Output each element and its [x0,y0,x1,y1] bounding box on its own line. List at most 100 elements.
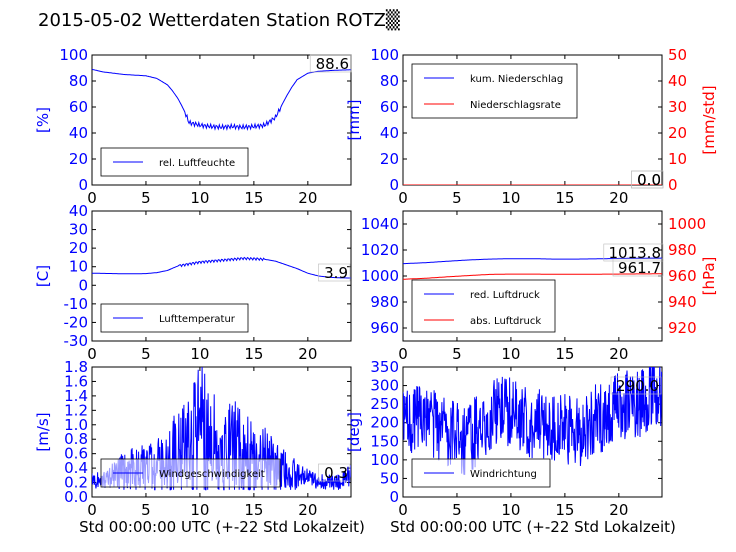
x-tick-label: 0 [398,501,408,519]
legend-label: Lufttemperatur [159,314,236,325]
y-tick-label: 80 [69,72,88,90]
y2-tick-label: 50 [668,46,687,64]
y-tick-label: 1000 [361,267,399,285]
y2-axis-label: [mm/std] [700,85,718,154]
x-tick-label: 10 [190,345,209,363]
x-tick-label: 5 [452,501,462,519]
y-tick-label: 1.0 [64,416,88,434]
x-axis-label-left: Std 00:00:00 UTC (+-22 Std Lokalzeit) [79,518,365,536]
y-tick-label: 100 [59,46,88,64]
y-tick-label: 1.4 [64,387,88,405]
legend-label: Niederschlagsrate [470,100,561,111]
x-tick-label: 20 [609,189,628,207]
value-annotation: 88.6 [316,55,349,73]
x-tick-label: 5 [452,345,462,363]
y-tick-label: 50 [380,469,399,487]
y-tick-label: 30 [69,221,88,239]
x-tick-label: 0 [398,345,408,363]
x-tick-label: 20 [298,189,317,207]
y-axis-label: [C] [34,265,52,287]
value-annotation-box [309,54,352,73]
x-tick-label: 0 [87,501,97,519]
y-tick-label: 980 [370,293,399,311]
y-tick-label: 80 [380,72,399,90]
x-tick-label: 10 [190,189,209,207]
y2-tick-label: 920 [668,319,697,337]
chart-panel-3: 0 5 10 15 20-30-20-10010203040[C]Lufttempera… [34,202,352,363]
y-tick-label: 0.0 [64,488,88,506]
y-tick-label: 100 [370,46,399,64]
y-tick-label: 0 [78,276,88,294]
y-tick-label: 10 [69,258,88,276]
legend-box [411,279,556,333]
series-line-Windrichtung [403,367,662,475]
y2-tick-label: 0 [668,176,678,194]
y-tick-label: 100 [370,451,399,469]
x-axis-label-right: Std 00:00:00 UTC (+-22 Std Lokalzeit) [390,518,676,536]
chart-panel-6: 0 5 10 15 20050100150200250300350[deg]Windri… [345,358,663,519]
x-tick-label: 10 [501,501,520,519]
y-tick-label: 350 [370,358,399,376]
y-tick-label: 0.2 [64,474,88,492]
legend: Windgeschwindigkeit [100,458,281,488]
y-tick-label: 40 [380,124,399,142]
series-line-Lufttemperatur [92,256,351,279]
y-tick-label: 200 [370,414,399,432]
value-annotation: 0.3 [324,464,348,482]
y-tick-label: -30 [64,332,89,350]
y-tick-label: 40 [69,202,88,220]
y-tick-label: 250 [370,395,399,413]
y-axis-label: [m/s] [34,412,52,451]
y-tick-label: -10 [64,295,89,313]
y-tick-label: -20 [64,313,89,331]
y2-tick-label: 1000 [668,215,706,233]
x-tick-label: 5 [141,345,151,363]
value-annotation-2-box [612,258,664,277]
legend-label: rel. Luftfeuchte [159,158,235,169]
y-tick-label: 0.4 [64,459,88,477]
x-tick-label: 0 [398,189,408,207]
y2-tick-label: 20 [668,124,687,142]
value-annotation-2: 0.0 [637,171,661,189]
y-tick-label: 0.6 [64,445,88,463]
value-annotation-box [603,243,664,262]
x-tick-label: 20 [298,345,317,363]
chart-panel-2: 0 5 10 15 20 0 20 40 60 80 100 0 10 20 30 40 50 [mm] [mm/s… [345,46,718,207]
x-tick-label: 15 [244,345,263,363]
y-tick-label: 60 [380,98,399,116]
legend: rel. Luftfeuchte [100,147,249,177]
series-line-red. Luftdruck [403,257,662,265]
y-tick-label: 1.8 [64,358,88,376]
legend: red. Luftdruck abs. Luftdruck [411,279,556,333]
series-line-rel. Luftfeuchte [92,68,351,132]
legend-label: red. Luftdruck [470,290,540,301]
x-tick-label: 15 [555,501,574,519]
y2-tick-label: 960 [668,267,697,285]
y-tick-label: 0.8 [64,430,88,448]
x-tick-label: 0 [87,189,97,207]
value-annotation: 3.9 [324,264,348,282]
x-tick-label: 10 [190,501,209,519]
value-annotation-box [610,376,662,395]
y-axis-label: [mm] [345,100,363,141]
y-tick-label: 20 [69,239,88,257]
legend-label: Windgeschwindigkeit [159,469,265,480]
x-tick-label: 20 [609,345,628,363]
legend-label: abs. Luftdruck [470,316,541,327]
y-tick-label: 1040 [361,215,399,233]
y-axis-label: [%] [34,107,52,133]
y-tick-label: 0 [78,176,88,194]
x-tick-label: 5 [452,189,462,207]
y2-tick-label: 980 [668,241,697,259]
y-tick-label: 1020 [361,241,399,259]
x-tick-label: 15 [555,345,574,363]
x-tick-label: 20 [609,501,628,519]
y2-tick-label: 10 [668,150,687,168]
chart-panel-5: 0 5 10 15 20 0.00.20.40.60.81.01.21.41.61.8 [m… [34,358,352,519]
y-tick-label: 1.6 [64,372,88,390]
y-axis-label: [deg] [345,412,363,452]
legend: kum. Niederschlag Niederschlagsrate [411,63,578,119]
value-annotation: 290.0 [616,377,659,395]
x-tick-label: 0 [87,345,97,363]
